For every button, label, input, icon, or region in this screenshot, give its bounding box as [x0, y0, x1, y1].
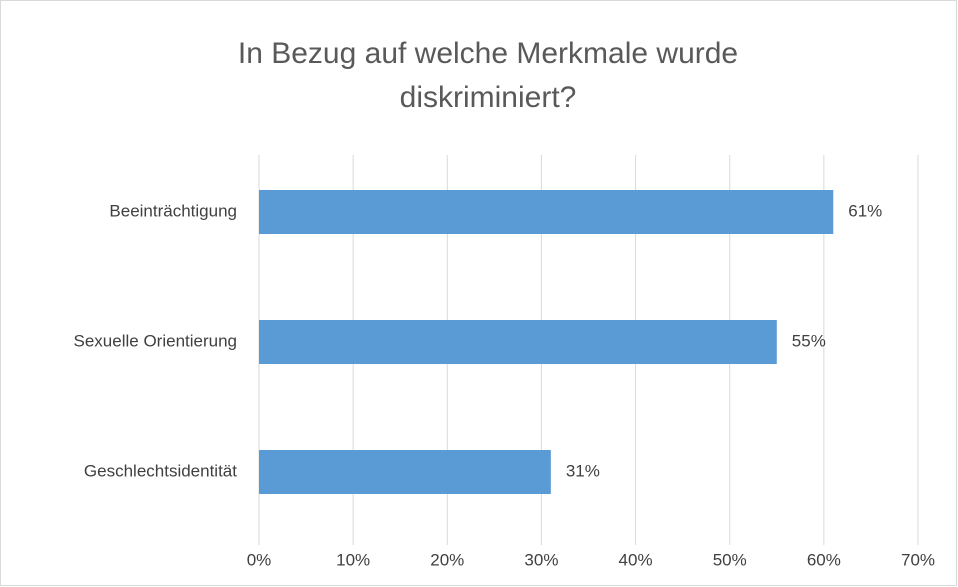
y-tick-label: Sexuelle Orientierung — [74, 331, 237, 350]
data-label: 55% — [792, 331, 826, 350]
y-tick-label: Beeinträchtigung — [109, 201, 237, 220]
bar — [259, 450, 551, 494]
x-tick-label: 20% — [430, 550, 464, 569]
y-tick-label: Geschlechtsidentität — [84, 461, 237, 480]
bar — [259, 320, 777, 364]
chart-title: In Bezug auf welche Merkmale wurde diskr… — [237, 37, 739, 114]
bar — [259, 190, 834, 234]
x-tick-label: 30% — [524, 550, 558, 569]
x-tick-label: 70% — [901, 550, 935, 569]
data-label: 31% — [566, 461, 600, 480]
x-tick-label: 50% — [713, 550, 747, 569]
x-tick-label: 10% — [336, 550, 370, 569]
x-tick-label: 0% — [247, 550, 272, 569]
data-label: 61% — [848, 201, 882, 220]
x-tick-label: 60% — [807, 550, 841, 569]
x-tick-label: 40% — [619, 550, 653, 569]
